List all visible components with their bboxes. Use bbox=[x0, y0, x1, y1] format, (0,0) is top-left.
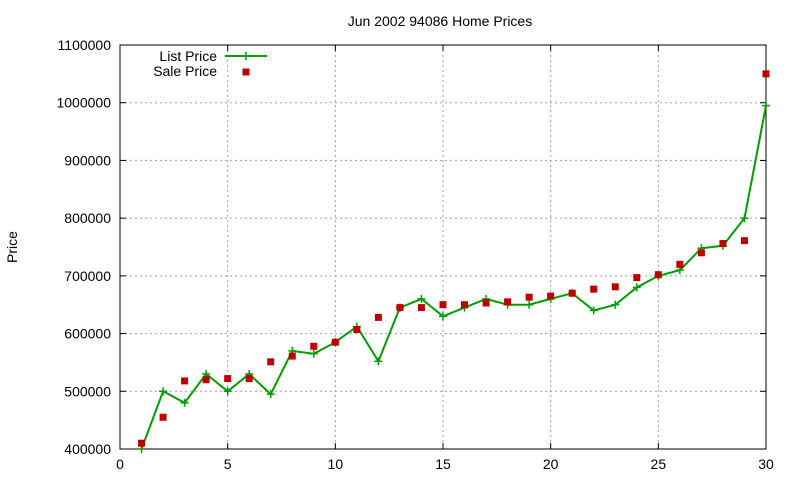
sale-price-point bbox=[374, 313, 382, 321]
y-tick-label: 400000 bbox=[64, 441, 111, 457]
sale-price-point bbox=[331, 338, 339, 346]
x-tick-label: 0 bbox=[116, 456, 124, 472]
list-price-point bbox=[740, 214, 749, 223]
list-price-point bbox=[439, 312, 447, 321]
list-price-point bbox=[762, 101, 770, 110]
y-tick-label: 500000 bbox=[64, 383, 111, 399]
list-price-point bbox=[632, 283, 641, 292]
legend-square bbox=[242, 68, 250, 76]
sale-price-point bbox=[202, 376, 210, 384]
y-tick-label: 700000 bbox=[64, 268, 111, 284]
legend-label-list-price: List Price bbox=[159, 48, 217, 64]
sale-price-point bbox=[310, 342, 318, 350]
sale-price-point bbox=[224, 375, 232, 383]
x-tick-label: 5 bbox=[224, 456, 232, 472]
list-price-point bbox=[611, 300, 620, 309]
sale-price-point bbox=[525, 293, 533, 301]
list-price-point bbox=[266, 390, 275, 399]
y-axis-label: Price bbox=[4, 231, 20, 263]
sale-price-point bbox=[568, 289, 576, 297]
sale-price-point bbox=[633, 274, 641, 282]
sale-price-point bbox=[676, 260, 684, 268]
x-tick-label: 20 bbox=[543, 456, 559, 472]
sale-price-point bbox=[267, 358, 275, 366]
ticks: 0 5 10 15 20 25 30 400000 500000 600000 700000 8000… bbox=[56, 37, 774, 472]
x-tick-label: 10 bbox=[328, 456, 344, 472]
sale-price-point bbox=[461, 301, 469, 309]
list-price-point bbox=[223, 387, 232, 396]
y-tick-label: 900000 bbox=[64, 152, 111, 168]
list-price-line bbox=[140, 105, 767, 450]
sale-price-point bbox=[547, 292, 555, 300]
list-price-point bbox=[417, 294, 426, 303]
y-tick-label: 800000 bbox=[64, 210, 111, 226]
sale-price-point bbox=[482, 299, 490, 307]
sale-price-point bbox=[138, 439, 146, 447]
list-price-point bbox=[374, 357, 383, 366]
sale-price-point bbox=[504, 298, 512, 306]
y-tick-label: 1000000 bbox=[56, 95, 111, 111]
sale-price-point bbox=[719, 240, 727, 248]
legend-sample-list-price bbox=[225, 52, 267, 60]
sale-price-point bbox=[181, 377, 189, 385]
sale-price-point bbox=[353, 326, 361, 334]
sale-price-point bbox=[611, 283, 619, 291]
list-price-point bbox=[309, 349, 318, 358]
series-sale-price bbox=[138, 70, 770, 447]
legend-cross bbox=[242, 52, 250, 60]
x-tick-label: 25 bbox=[651, 456, 667, 472]
x-tick-label: 15 bbox=[435, 456, 451, 472]
list-price-point bbox=[525, 300, 534, 309]
chart-title: Jun 2002 94086 Home Prices bbox=[348, 13, 532, 29]
sale-price-point bbox=[762, 70, 770, 78]
sale-price-point bbox=[697, 249, 705, 257]
list-price-point bbox=[589, 306, 598, 315]
series-list-price bbox=[137, 101, 770, 453]
legend: List Price Sale Price bbox=[153, 48, 267, 79]
sale-price-point bbox=[590, 285, 598, 293]
sale-price-point bbox=[439, 301, 447, 309]
sale-price-point bbox=[288, 352, 296, 360]
sale-price-point bbox=[245, 375, 253, 383]
y-tick-label: 600000 bbox=[64, 326, 111, 342]
legend-label-sale-price: Sale Price bbox=[153, 63, 217, 79]
x-tick-label: 30 bbox=[758, 456, 774, 472]
legend-sample-sale-price bbox=[242, 68, 250, 76]
sale-price-point bbox=[396, 304, 404, 312]
list-price-point bbox=[180, 398, 189, 407]
sale-price-point bbox=[654, 271, 662, 279]
sale-price-point bbox=[740, 237, 748, 245]
sale-price-point bbox=[159, 413, 167, 421]
y-tick-label: 1100000 bbox=[58, 37, 112, 53]
sale-price-point bbox=[417, 304, 425, 312]
grid bbox=[120, 45, 766, 449]
series-layer bbox=[137, 70, 770, 453]
list-price-point bbox=[159, 387, 168, 396]
